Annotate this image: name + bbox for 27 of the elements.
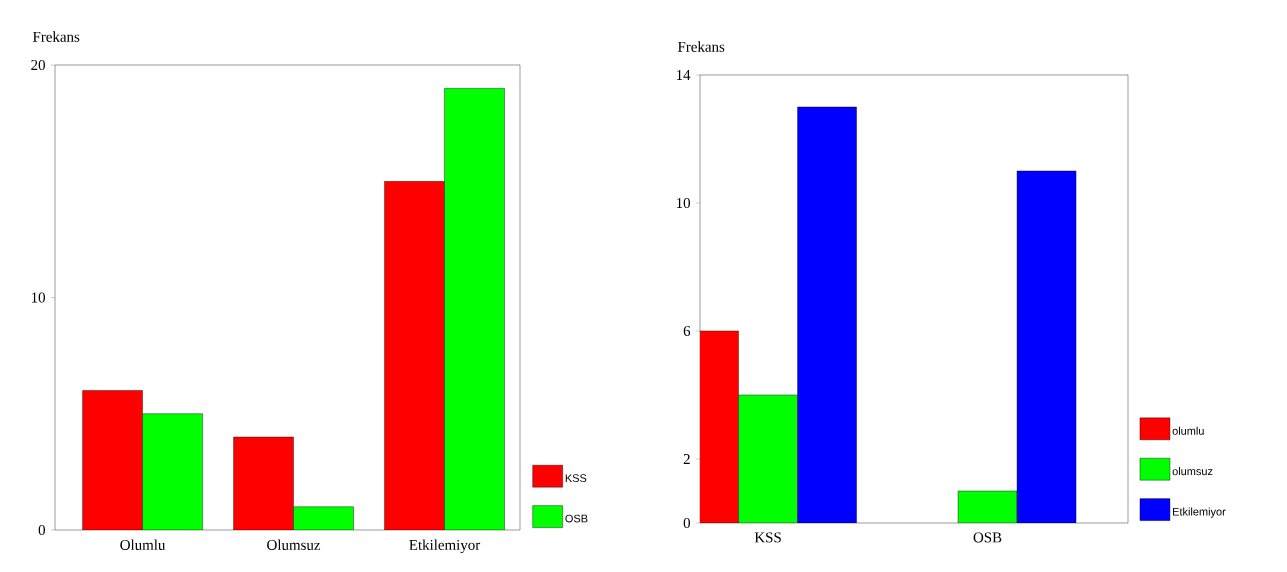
legend-label: OSB bbox=[565, 514, 588, 523]
x-tick-label: Olumsuz bbox=[267, 539, 321, 550]
x-tick-label: Olumlu bbox=[120, 539, 166, 550]
y-tick-label: 2 bbox=[683, 454, 690, 464]
y-tick-label: 0 bbox=[683, 517, 691, 529]
bar bbox=[293, 506, 354, 530]
legend-label: KSS bbox=[565, 474, 587, 483]
bar bbox=[384, 181, 445, 530]
y-tick-label: 20 bbox=[31, 59, 45, 71]
y-axis-title: Frekans bbox=[32, 31, 80, 42]
bar bbox=[444, 88, 505, 530]
y-tick-label: 10 bbox=[31, 292, 45, 303]
y-tick-label: 6 bbox=[683, 325, 691, 337]
y-tick-label: 10 bbox=[676, 197, 691, 209]
bar bbox=[82, 390, 143, 530]
y-tick-label: 0 bbox=[38, 524, 45, 536]
y-axis-title: Frekans bbox=[677, 41, 725, 52]
x-tick-label: Etkilemiyor bbox=[409, 539, 481, 554]
bar bbox=[233, 437, 294, 530]
y-tick-label: 14 bbox=[676, 70, 691, 80]
bar bbox=[957, 490, 1018, 523]
bar bbox=[797, 106, 857, 523]
bar bbox=[1016, 170, 1077, 523]
bar bbox=[142, 413, 203, 530]
legend-label: Etkilemiyor bbox=[1173, 507, 1226, 518]
legend-label: olumsuz bbox=[1172, 467, 1213, 476]
legend-label: olumlu bbox=[1172, 426, 1204, 435]
